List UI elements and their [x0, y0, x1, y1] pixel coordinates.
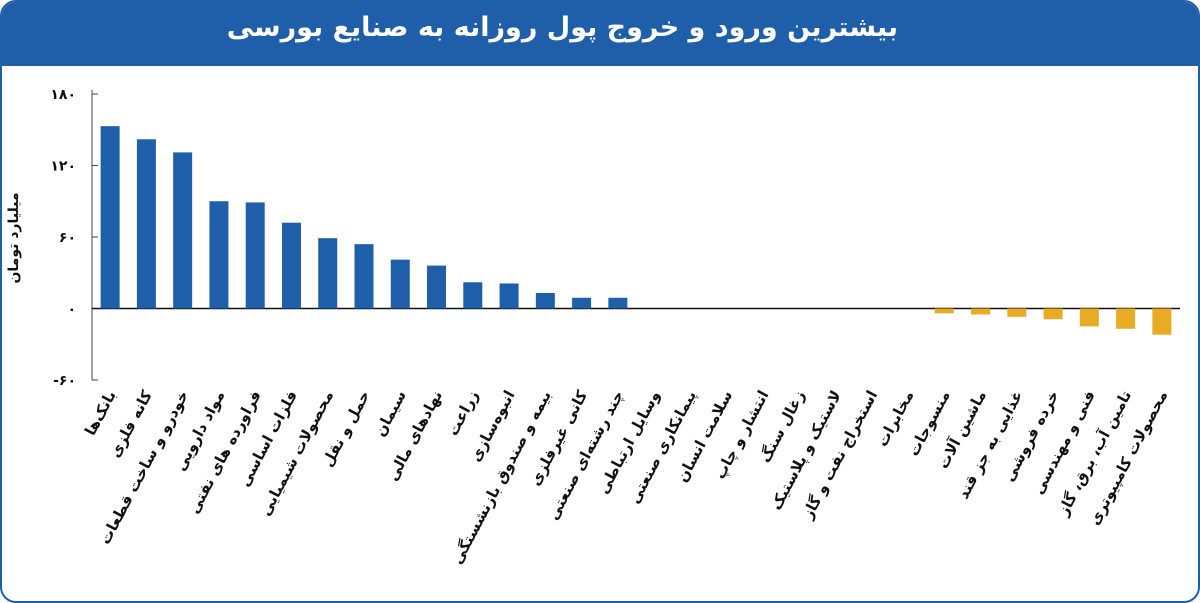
bar: [1116, 308, 1136, 329]
bar: [572, 297, 592, 309]
bar: [1043, 308, 1063, 320]
bar: [318, 238, 338, 309]
bar: [100, 126, 120, 309]
category-label: زراعت: [444, 387, 483, 438]
category-label: بانک‌ها: [81, 387, 120, 438]
bar: [1079, 308, 1099, 327]
y-tick-label: ۱۲۰: [50, 159, 76, 175]
bar: [463, 282, 483, 309]
bar: [499, 283, 519, 309]
bar: [971, 308, 991, 315]
category-label: سیمان: [371, 387, 410, 439]
bar: [1007, 308, 1027, 317]
bar: [173, 152, 193, 309]
y-tick-label: ۶۰: [59, 230, 76, 246]
chart-header: بیشترین ورود و خروج پول روزانه به صنایع …: [2, 2, 1198, 66]
bar: [281, 222, 301, 309]
bar: [1152, 308, 1172, 335]
bar: [390, 259, 410, 309]
y-tick-label: ۱۸۰: [50, 87, 76, 103]
bar: [209, 201, 229, 309]
bar: [427, 265, 447, 309]
bar: [535, 293, 555, 309]
bar: [934, 308, 954, 314]
chart-title: بیشترین ورود و خروج پول روزانه به صنایع …: [226, 12, 898, 43]
bar: [245, 202, 265, 309]
bar: [608, 297, 628, 309]
y-tick-label: -۶۰: [53, 373, 76, 389]
bar: [354, 244, 374, 309]
bar: [136, 139, 156, 309]
y-tick-label: ۰: [67, 302, 76, 318]
